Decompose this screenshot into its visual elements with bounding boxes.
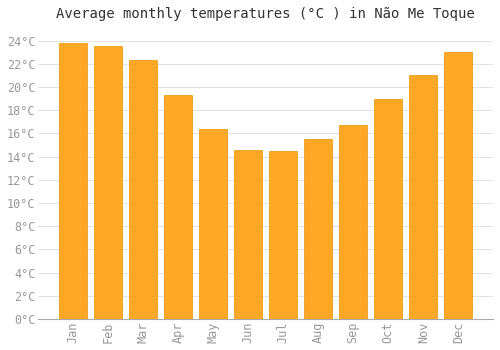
Bar [444, 52, 472, 319]
Bar [304, 139, 332, 319]
Bar [410, 76, 438, 319]
Title: Average monthly temperatures (°C ) in Não Me Toque: Average monthly temperatures (°C ) in Nã… [56, 7, 475, 21]
Bar [269, 151, 297, 319]
Bar [199, 129, 227, 319]
Bar [374, 99, 402, 319]
Bar [94, 47, 122, 319]
Bar [129, 60, 157, 319]
Bar [164, 95, 192, 319]
Bar [234, 150, 262, 319]
Bar [59, 43, 87, 319]
Bar [339, 125, 368, 319]
